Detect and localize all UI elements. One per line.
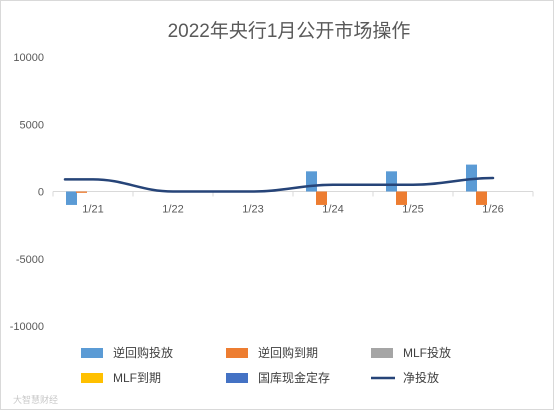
x-tick-label: 1/23: [242, 204, 263, 216]
legend-swatch: [226, 373, 248, 383]
legend-label: 逆回购到期: [258, 345, 318, 360]
x-tick-label: 1/24: [322, 204, 343, 216]
y-tick-label: 10000: [13, 52, 44, 64]
x-tick-label: 1/22: [162, 204, 183, 216]
line-point: [412, 184, 414, 186]
line-point: [92, 178, 94, 180]
bar: [316, 191, 327, 205]
x-tick-label: 1/25: [402, 204, 423, 216]
watermark-text: 大智慧财经: [13, 394, 58, 405]
y-tick-label: 0: [38, 187, 44, 199]
y-tick-label: -10000: [10, 321, 44, 333]
legend-label: 国库现金定存: [258, 370, 330, 385]
bar: [386, 171, 397, 192]
legend-swatch: [371, 348, 393, 358]
legend-label: 净投放: [403, 370, 439, 385]
line-point: [172, 191, 174, 192]
legend-item: 净投放: [371, 370, 439, 385]
legend-label: MLF到期: [113, 371, 161, 385]
bar: [76, 191, 87, 193]
y-tick-label: 5000: [20, 119, 44, 131]
chart-title: 2022年央行1月公开市场操作: [168, 20, 411, 42]
legend-item: 逆回购投放: [81, 345, 173, 360]
bar: [396, 191, 407, 205]
legend-label: 逆回购投放: [113, 345, 173, 360]
bar: [476, 191, 487, 205]
legend-swatch: [81, 373, 103, 383]
legend-label: MLF投放: [403, 345, 451, 360]
line-point: [492, 177, 494, 179]
legend: 逆回购投放 逆回购到期 MLF投放 MLF到期 国库现金定存 净投放: [81, 345, 451, 385]
legend-swatch: [226, 348, 248, 358]
line-point: [252, 191, 254, 192]
legend-item: MLF到期: [81, 371, 161, 385]
bar: [66, 191, 77, 205]
y-tick-label: -5000: [16, 254, 44, 266]
x-axis: 1/21 1/22 1/23 1/24 1/25 1/26: [52, 191, 534, 216]
x-tick-label: 1/26: [482, 204, 503, 216]
x-tick-label: 1/21: [82, 204, 103, 216]
line-series: [63, 176, 495, 193]
legend-swatch: [81, 348, 103, 358]
legend-item: MLF投放: [371, 345, 451, 360]
line-point: [332, 184, 334, 186]
legend-item: 国库现金定存: [226, 370, 330, 385]
bar: [306, 171, 317, 192]
legend-item: 逆回购到期: [226, 345, 318, 360]
y-axis-ticks: 10000 5000 0 -5000 -10000: [10, 52, 44, 333]
line-layer: [63, 176, 495, 193]
